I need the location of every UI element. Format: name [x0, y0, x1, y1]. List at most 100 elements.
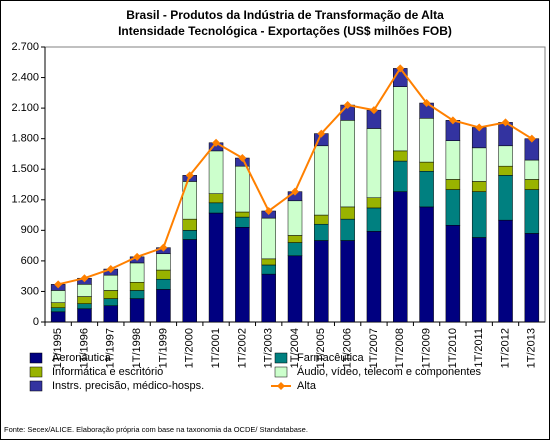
- bar-segment: [50, 307, 66, 313]
- legend-swatch: [274, 352, 288, 364]
- x-tick-label: 1T/2003: [263, 328, 275, 368]
- bar-segment: [50, 290, 66, 303]
- bar-segment: [471, 191, 487, 238]
- bar-segment: [445, 189, 461, 226]
- bar-segment: [314, 145, 329, 216]
- legend-label: Áudio, vídeo, telecom e componentes: [297, 365, 482, 378]
- y-tick-label: 300: [21, 285, 39, 297]
- bar-segment: [287, 235, 303, 243]
- bar-segment: [393, 191, 408, 323]
- bar-segment: [366, 207, 382, 232]
- bar-segment: [524, 179, 540, 190]
- line-marker: [212, 138, 221, 147]
- line-marker: [448, 116, 457, 125]
- bar-segment: [445, 140, 461, 180]
- bar-segment: [77, 303, 92, 310]
- legend-label: Aeronáutica: [52, 352, 112, 364]
- line-marker: [185, 171, 194, 180]
- bar-segment: [471, 181, 487, 192]
- bar-segment: [419, 161, 434, 172]
- x-tick-label: 1T/2005: [315, 328, 327, 368]
- bar-segment: [524, 159, 540, 180]
- legend-swatch: [29, 380, 43, 392]
- line-marker: [106, 265, 115, 274]
- line-marker: [369, 106, 378, 115]
- x-tick-label: 1T/2013: [526, 328, 538, 368]
- bar-segment: [235, 227, 250, 323]
- bar-segment: [419, 118, 434, 163]
- legend-label: Informática e escritório: [52, 366, 163, 378]
- bar-segment: [129, 298, 145, 323]
- bar-segment: [419, 206, 434, 323]
- bar-segment: [156, 253, 171, 271]
- bar-segment: [445, 179, 461, 190]
- bar-segment: [208, 212, 224, 323]
- line-marker: [133, 252, 142, 261]
- bar-segment: [77, 308, 92, 323]
- line-marker: [159, 243, 168, 252]
- bar-segment: [50, 302, 66, 308]
- bar-segment: [156, 289, 171, 323]
- line-marker: [396, 64, 405, 73]
- bar-segment: [524, 189, 540, 234]
- bar-segment: [445, 224, 461, 323]
- bar-segment: [340, 240, 355, 323]
- bar-segment: [261, 217, 276, 260]
- y-tick-label: 1.800: [11, 133, 39, 145]
- legend-marker: [277, 382, 285, 390]
- bar-segment: [77, 284, 92, 297]
- bar-segment: [498, 165, 513, 176]
- x-tick-label: 1T/1999: [157, 328, 169, 368]
- x-tick-label: 1T/1995: [52, 328, 64, 368]
- line-marker: [343, 101, 352, 110]
- bar-segment: [498, 175, 513, 221]
- line-marker: [54, 280, 63, 289]
- y-tick-label: 2.100: [11, 102, 39, 114]
- bar-segment: [524, 233, 540, 323]
- x-tick-label: 1T/1996: [78, 328, 90, 368]
- bar-segment: [77, 296, 92, 304]
- bar-segment: [129, 262, 145, 283]
- bar-segment: [287, 255, 303, 323]
- legend-label: Alta: [297, 380, 317, 392]
- y-tick-label: 900: [21, 224, 39, 236]
- line-marker: [291, 187, 299, 196]
- x-tick-label: 1T/2012: [499, 328, 511, 368]
- legend-label: Farmacêutica: [297, 352, 365, 364]
- x-tick-label: 1T/2009: [420, 328, 432, 368]
- y-tick-label: 2.400: [11, 71, 39, 83]
- bar-segment: [235, 216, 250, 228]
- line-marker: [422, 99, 431, 108]
- bar-segment: [393, 160, 408, 192]
- bar-segment: [498, 145, 513, 167]
- x-tick-label: 1T/1998: [131, 328, 143, 368]
- bar-segment: [393, 150, 408, 162]
- bar-segment: [340, 206, 355, 220]
- y-tick-label: 0: [33, 316, 39, 328]
- x-tick-label: 1T/2000: [184, 328, 196, 368]
- y-tick-label: 1.500: [11, 163, 39, 175]
- chart-title: Intensidade Tecnológica - Exportações (U…: [118, 24, 452, 38]
- bar-segment: [208, 150, 224, 194]
- bar-segment: [208, 202, 224, 214]
- line-marker: [80, 274, 89, 283]
- bar-segment: [208, 193, 224, 204]
- bar-segment: [129, 282, 145, 291]
- bar-segment: [393, 86, 408, 152]
- bar-segment: [287, 200, 303, 236]
- x-tick-label: 1T/1997: [105, 328, 117, 368]
- source-note: Fonte: Secex/ALICE. Elaboração própria c…: [4, 425, 308, 434]
- line-marker: [264, 206, 273, 215]
- bar-segment: [235, 165, 250, 213]
- legend-label: Instrs. precisão, médico-hosps.: [52, 380, 204, 392]
- bar-segment: [366, 231, 382, 323]
- bar-segment: [103, 298, 119, 306]
- line-marker: [475, 123, 484, 132]
- x-tick-label: 1T/2006: [342, 328, 354, 368]
- bar-segment: [261, 264, 276, 275]
- bar-segment: [156, 278, 171, 290]
- bar-segment: [287, 242, 303, 257]
- bar-segment: [340, 218, 355, 241]
- bar-segment: [103, 274, 119, 291]
